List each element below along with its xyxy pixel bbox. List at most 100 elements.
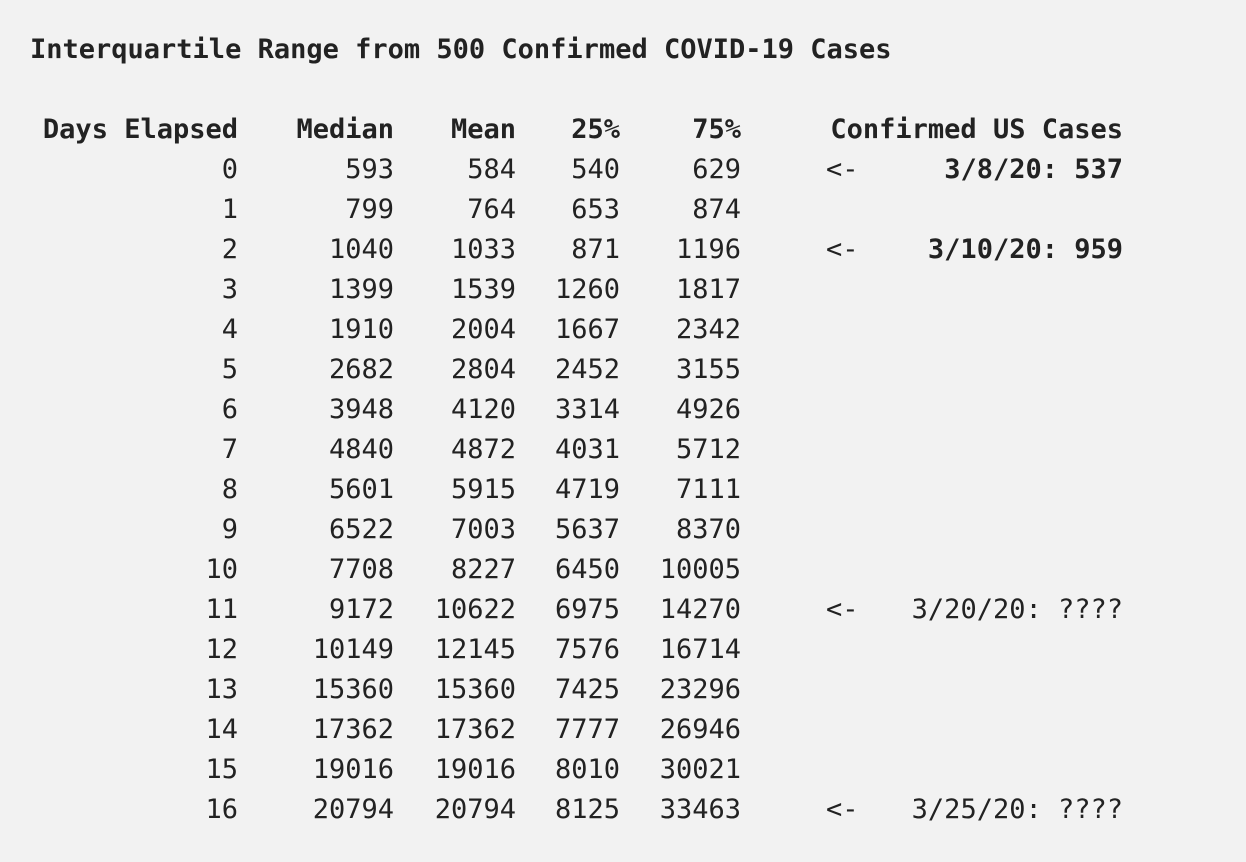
cell-days-elapsed: 4 — [221, 314, 238, 345]
cell-median: 9172 — [328, 594, 394, 625]
table-row: 1 799 764 653 874 — [0, 190, 1246, 230]
cell-25-percentile: 2452 — [554, 354, 620, 385]
cell-25-percentile: 6975 — [554, 594, 620, 625]
table-row: 8 5601 5915 4719 7111 — [0, 470, 1246, 510]
table-row: 7 4840 4872 4031 5712 — [0, 430, 1246, 470]
cell-mean: 19016 — [434, 754, 516, 785]
table-row: 12 10149 12145 7576 16714 — [0, 630, 1246, 670]
cell-days-elapsed: 2 — [221, 234, 238, 265]
cell-25-percentile: 6450 — [554, 554, 620, 585]
cell-25-percentile: 8125 — [554, 794, 620, 825]
table-row: 6 3948 4120 3314 4926 — [0, 390, 1246, 430]
cell-days-elapsed: 5 — [221, 354, 238, 385]
header-75-percentile: 75% — [692, 114, 741, 145]
table-row: 5 2682 2804 2452 3155 — [0, 350, 1246, 390]
cell-median: 1399 — [328, 274, 394, 305]
cell-median: 15360 — [312, 674, 394, 705]
cell-25-percentile: 7425 — [554, 674, 620, 705]
cell-days-elapsed: 14 — [205, 714, 238, 745]
cell-mean: 4120 — [450, 394, 516, 425]
cell-median: 10149 — [312, 634, 394, 665]
pointer-arrow: <- — [826, 234, 859, 265]
page-title: Interquartile Range from 500 Confirmed C… — [30, 34, 892, 65]
cell-median: 3948 — [328, 394, 394, 425]
cell-median: 7708 — [328, 554, 394, 585]
cell-median: 1910 — [328, 314, 394, 345]
cell-75-percentile: 7111 — [675, 474, 741, 505]
cell-median: 6522 — [328, 514, 394, 545]
cell-days-elapsed: 10 — [205, 554, 238, 585]
cell-75-percentile: 629 — [692, 154, 741, 185]
cell-days-elapsed: 3 — [221, 274, 238, 305]
cell-25-percentile: 7777 — [554, 714, 620, 745]
cell-75-percentile: 1196 — [675, 234, 741, 265]
cell-mean: 4872 — [450, 434, 516, 465]
table-header-row: Days Elapsed Median Mean 25% 75% Confirm… — [0, 110, 1246, 150]
cell-days-elapsed: 1 — [221, 194, 238, 225]
cell-median: 5601 — [328, 474, 394, 505]
cell-mean: 20794 — [434, 794, 516, 825]
cell-25-percentile: 4719 — [554, 474, 620, 505]
cell-75-percentile: 8370 — [675, 514, 741, 545]
cell-75-percentile: 10005 — [659, 554, 741, 585]
cell-75-percentile: 2342 — [675, 314, 741, 345]
table-row: 10 7708 8227 6450 10005 — [0, 550, 1246, 590]
cell-days-elapsed: 12 — [205, 634, 238, 665]
header-median: Median — [296, 114, 394, 145]
cell-mean: 2004 — [450, 314, 516, 345]
table-row: 11 9172 10622 6975 14270 <- 3/20/20: ???? — [0, 590, 1246, 630]
cell-median: 593 — [345, 154, 394, 185]
cell-25-percentile: 1260 — [554, 274, 620, 305]
cell-25-percentile: 1667 — [554, 314, 620, 345]
confirmed-cases-note: 3/25/20: ???? — [911, 794, 1123, 825]
table-row: 9 6522 7003 5637 8370 — [0, 510, 1246, 550]
confirmed-cases-note: 3/10/20: 959 — [927, 234, 1123, 265]
cell-75-percentile: 30021 — [659, 754, 741, 785]
cell-days-elapsed: 9 — [221, 514, 238, 545]
cell-25-percentile: 7576 — [554, 634, 620, 665]
pointer-arrow: <- — [826, 154, 859, 185]
table-row: 0 593 584 540 629 <- 3/8/20: 537 — [0, 150, 1246, 190]
cell-days-elapsed: 13 — [205, 674, 238, 705]
header-25-percentile: 25% — [571, 114, 620, 145]
cell-mean: 584 — [467, 154, 516, 185]
cell-median: 17362 — [312, 714, 394, 745]
cell-median: 20794 — [312, 794, 394, 825]
cell-median: 1040 — [328, 234, 394, 265]
cell-days-elapsed: 15 — [205, 754, 238, 785]
cell-mean: 2804 — [450, 354, 516, 385]
cell-mean: 12145 — [434, 634, 516, 665]
cell-75-percentile: 23296 — [659, 674, 741, 705]
cell-days-elapsed: 8 — [221, 474, 238, 505]
cell-mean: 5915 — [450, 474, 516, 505]
cell-75-percentile: 14270 — [659, 594, 741, 625]
table-row: 3 1399 1539 1260 1817 — [0, 270, 1246, 310]
cell-mean: 1539 — [450, 274, 516, 305]
cell-mean: 7003 — [450, 514, 516, 545]
cell-median: 19016 — [312, 754, 394, 785]
cell-75-percentile: 26946 — [659, 714, 741, 745]
cell-median: 799 — [345, 194, 394, 225]
pointer-arrow: <- — [826, 794, 859, 825]
cell-days-elapsed: 6 — [221, 394, 238, 425]
cell-25-percentile: 871 — [571, 234, 620, 265]
header-confirmed-us-cases: Confirmed US Cases — [830, 114, 1123, 145]
cell-mean: 15360 — [434, 674, 516, 705]
cell-75-percentile: 5712 — [675, 434, 741, 465]
cell-mean: 1033 — [450, 234, 516, 265]
cell-75-percentile: 4926 — [675, 394, 741, 425]
table-row: 15 19016 19016 8010 30021 — [0, 750, 1246, 790]
cell-25-percentile: 540 — [571, 154, 620, 185]
cell-days-elapsed: 11 — [205, 594, 238, 625]
cell-25-percentile: 4031 — [554, 434, 620, 465]
pointer-arrow: <- — [826, 594, 859, 625]
cell-median: 4840 — [328, 434, 394, 465]
cell-25-percentile: 653 — [571, 194, 620, 225]
cell-25-percentile: 5637 — [554, 514, 620, 545]
cell-25-percentile: 8010 — [554, 754, 620, 785]
table-row: 13 15360 15360 7425 23296 — [0, 670, 1246, 710]
table-row: 14 17362 17362 7777 26946 — [0, 710, 1246, 750]
cell-days-elapsed: 16 — [205, 794, 238, 825]
cell-days-elapsed: 0 — [221, 154, 238, 185]
